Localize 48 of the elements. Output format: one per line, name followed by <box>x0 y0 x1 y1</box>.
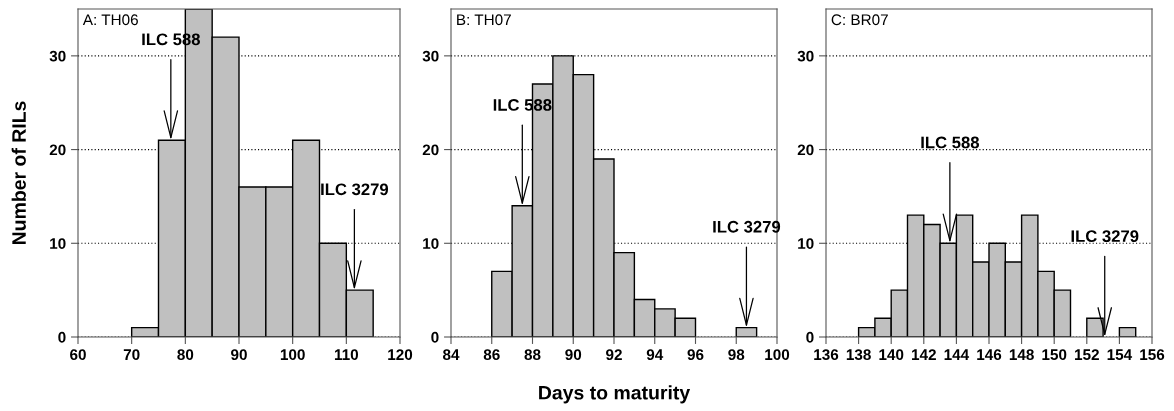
y-tick-label: 20 <box>797 144 814 156</box>
x-tick-label: 136 <box>814 349 839 361</box>
x-tick-label: 142 <box>912 349 936 360</box>
x-axis-title: Days to maturity <box>539 385 691 404</box>
x-tick-label: 150 <box>1042 349 1067 361</box>
x-tick-label: 138 <box>846 349 871 361</box>
annotation: ILC 3279 <box>1071 230 1139 243</box>
x-tick-label: 110 <box>334 349 359 361</box>
y-axis-title: Number of RILs <box>11 101 26 245</box>
y-tick-label: 20 <box>49 144 66 156</box>
x-tick-label: 84 <box>442 349 460 361</box>
x-tick-label: 148 <box>1009 349 1034 361</box>
x-tick-label: 70 <box>123 349 140 361</box>
chart-title: A: TH06 <box>82 14 138 26</box>
x-tick-label: 156 <box>1140 349 1165 361</box>
x-tick-label: 94 <box>646 349 664 361</box>
x-tick-label: 140 <box>879 349 904 361</box>
y-tick-label: 10 <box>798 238 814 249</box>
y-tick-label: 20 <box>422 144 439 156</box>
y-tick-label: 10 <box>50 238 66 249</box>
x-tick-label: 100 <box>765 349 790 361</box>
annotation: ILC 3279 <box>321 183 389 196</box>
x-tick-label: 88 <box>524 349 541 361</box>
x-tick-label: 80 <box>177 349 194 361</box>
y-tick-label: 0 <box>58 331 66 343</box>
x-tick-label: 90 <box>565 349 582 361</box>
x-tick-label: 60 <box>70 349 86 361</box>
x-tick-label: 96 <box>687 349 704 361</box>
x-tick-label: 144 <box>944 349 970 360</box>
chart-title: C: BR07 <box>831 14 888 26</box>
x-tick-label: 86 <box>483 349 500 361</box>
x-tick-label: 146 <box>977 349 1002 361</box>
x-tick-label: 152 <box>1075 349 1099 361</box>
y-tick-label: 30 <box>49 50 66 62</box>
x-tick-label: 98 <box>728 349 745 361</box>
x-tick-label: 90 <box>231 349 247 361</box>
chart-title: B: TH07 <box>457 14 511 26</box>
x-tick-label: 120 <box>388 349 413 361</box>
x-tick-label: 154 <box>1107 349 1133 361</box>
x-tick-label: 92 <box>606 349 622 361</box>
y-tick-label: 0 <box>431 331 439 343</box>
y-tick-label: 10 <box>423 238 439 249</box>
annotation: ILC 588 <box>921 136 980 149</box>
y-tick-label: 30 <box>797 50 814 62</box>
y-tick-label: 30 <box>422 50 439 62</box>
x-tick-label: 100 <box>280 349 305 361</box>
annotation: ILC 3279 <box>713 220 781 233</box>
y-tick-label: 0 <box>806 331 814 343</box>
